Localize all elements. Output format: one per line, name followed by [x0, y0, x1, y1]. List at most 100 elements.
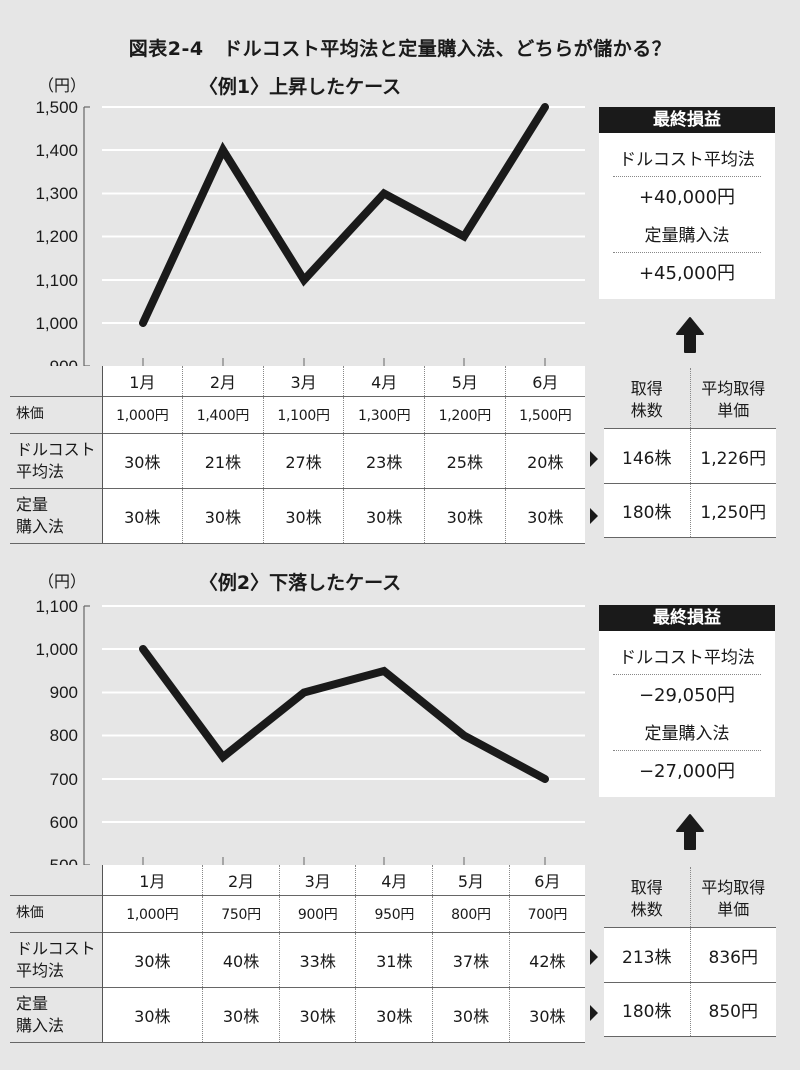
row-label: ドルコスト 平均法 — [10, 432, 103, 488]
shares-cell: 27株 — [262, 432, 344, 488]
x-ticks — [142, 857, 546, 865]
price-cell: 750円 — [202, 894, 280, 932]
table-row-dca: ドルコスト 平均法 30株 21株 27株 23株 25株 20株 — [10, 432, 585, 488]
pnl-value-fixed: −27,000円 — [638, 761, 736, 782]
svg-text:1,500: 1,500 — [35, 98, 78, 117]
final-pnl-box: 最終損益 ドルコスト平均法 +40,000円 定量購入法 +45,000円 — [599, 107, 775, 299]
pnl-value-fixed: +45,000円 — [638, 263, 736, 284]
panel-title: 〈例1〉上昇したケース — [198, 76, 402, 98]
table-row-price: 株価 1,000円 1,400円 1,100円 1,300円 1,200円 1,… — [10, 395, 585, 433]
month-header: 4月 — [343, 366, 425, 396]
shares-cell: 30株 — [102, 931, 203, 987]
table-row-fixed: 定量 購入法 30株 30株 30株 30株 30株 30株 — [10, 487, 585, 544]
shares-cell: 23株 — [343, 432, 425, 488]
shares-cell: 30株 — [262, 487, 344, 544]
row-label: 株価 — [10, 894, 103, 932]
pnl-value-dca: +40,000円 — [638, 187, 736, 208]
pnl-header: 最終損益 — [599, 605, 775, 631]
table-row-fixed: 定量 購入法 30株 30株 30株 30株 30株 30株 — [10, 986, 585, 1043]
shares-cell: 33株 — [278, 931, 356, 987]
month-header: 2月 — [202, 865, 280, 895]
month-header: 4月 — [355, 865, 433, 895]
avg-cost: 1,250円 — [689, 484, 777, 537]
row-label: 定量 購入法 — [10, 986, 103, 1043]
shares-cell: 30株 — [102, 986, 203, 1043]
y-axis — [83, 605, 90, 866]
price-cell: 800円 — [432, 894, 510, 932]
month-header: 3月 — [278, 865, 356, 895]
corner-cell — [10, 366, 103, 396]
pnl-label-dca: ドルコスト平均法 — [613, 631, 761, 675]
header-avg-cost: 平均取得 単価 — [689, 368, 777, 428]
pnl-value-dca: −29,050円 — [638, 685, 736, 706]
shares-cell: 21株 — [182, 432, 264, 488]
svg-text:900: 900 — [50, 683, 78, 702]
shares-cell: 30株 — [355, 986, 433, 1043]
total-shares: 180株 — [622, 503, 672, 523]
arrow-up-icon — [676, 814, 704, 850]
shares-cell: 30株 — [182, 487, 264, 544]
panel-title: 〈例2〉下落したケース — [198, 572, 402, 594]
svg-text:1,100: 1,100 — [35, 597, 78, 616]
shares-cell: 30株 — [424, 487, 506, 544]
result-row-dca: 146株 1,226円 — [604, 428, 776, 483]
shares-cell: 37株 — [432, 931, 510, 987]
price-cell: 1,400円 — [182, 395, 264, 433]
row-label: ドルコスト 平均法 — [10, 931, 103, 987]
svg-text:1,100: 1,100 — [35, 271, 78, 290]
total-shares: 146株 — [622, 448, 672, 469]
line-chart: 1,500 1,400 1,300 1,200 1,100 1,000 900 — [35, 98, 585, 376]
month-header: 5月 — [432, 865, 510, 895]
row-label: 定量 購入法 — [10, 487, 103, 544]
price-cell: 950円 — [355, 894, 433, 932]
price-cell: 1,100円 — [262, 395, 344, 433]
result-row-fixed: 180株 1,250円 — [604, 483, 776, 538]
result-row-fixed: 180株 850円 — [604, 982, 776, 1037]
avg-cost: 850円 — [689, 983, 777, 1036]
x-ticks — [142, 358, 546, 366]
shares-cell: 30株 — [202, 986, 280, 1043]
result-table: 取得 株数 平均取得 単価 213株 836円 180株 850円 — [604, 867, 776, 1037]
price-cell: 700円 — [508, 894, 585, 932]
pnl-label-dca: ドルコスト平均法 — [613, 133, 761, 177]
shares-cell: 30株 — [432, 986, 510, 1043]
shares-cell: 40株 — [202, 931, 280, 987]
gridlines — [102, 605, 585, 823]
svg-text:600: 600 — [50, 813, 78, 832]
price-cell: 1,000円 — [102, 894, 203, 932]
header-avg-cost: 平均取得 単価 — [689, 867, 777, 927]
total-shares: 180株 — [622, 1002, 672, 1022]
shares-cell: 30株 — [102, 432, 183, 488]
row-label: 株価 — [10, 395, 103, 433]
table-row-price: 株価 1,000円 750円 900円 950円 800円 700円 — [10, 894, 585, 932]
shares-cell: 42株 — [508, 931, 585, 987]
figure-title: 図表2-4 ドルコスト平均法と定量購入法、どちらが儲かる？ — [128, 38, 672, 60]
y-axis-unit: （円） — [38, 76, 87, 95]
y-axis-unit: （円） — [38, 572, 87, 591]
month-header: 1月 — [102, 366, 183, 396]
price-cell: 900円 — [278, 894, 356, 932]
total-shares: 213株 — [622, 947, 672, 968]
shares-cell: 25株 — [424, 432, 506, 488]
avg-cost: 836円 — [689, 928, 777, 982]
pnl-label-fixed: 定量購入法 — [613, 209, 761, 253]
svg-text:1,000: 1,000 — [35, 640, 78, 659]
month-header: 6月 — [508, 865, 585, 895]
price-cell: 1,200円 — [424, 395, 506, 433]
header-acquired-shares: 取得 株数 — [630, 379, 663, 421]
avg-cost: 1,226円 — [689, 429, 777, 483]
svg-text:700: 700 — [50, 770, 78, 789]
shares-cell: 30株 — [504, 487, 585, 544]
triangle-right-icon — [590, 949, 598, 965]
month-header: 3月 — [262, 366, 344, 396]
triangle-right-icon — [590, 508, 598, 524]
line-chart: 1,100 1,000 900 800 700 600 500 — [35, 597, 585, 875]
pnl-label-fixed: 定量購入法 — [613, 707, 761, 751]
y-tick-labels: 1,500 1,400 1,300 1,200 1,100 1,000 900 — [35, 98, 78, 376]
month-header: 6月 — [504, 366, 585, 396]
price-cell: 1,500円 — [504, 395, 585, 433]
gridlines — [102, 106, 585, 324]
price-cell: 1,000円 — [102, 395, 183, 433]
header-acquired-shares: 取得 株数 — [630, 878, 663, 920]
month-header: 1月 — [102, 865, 203, 895]
